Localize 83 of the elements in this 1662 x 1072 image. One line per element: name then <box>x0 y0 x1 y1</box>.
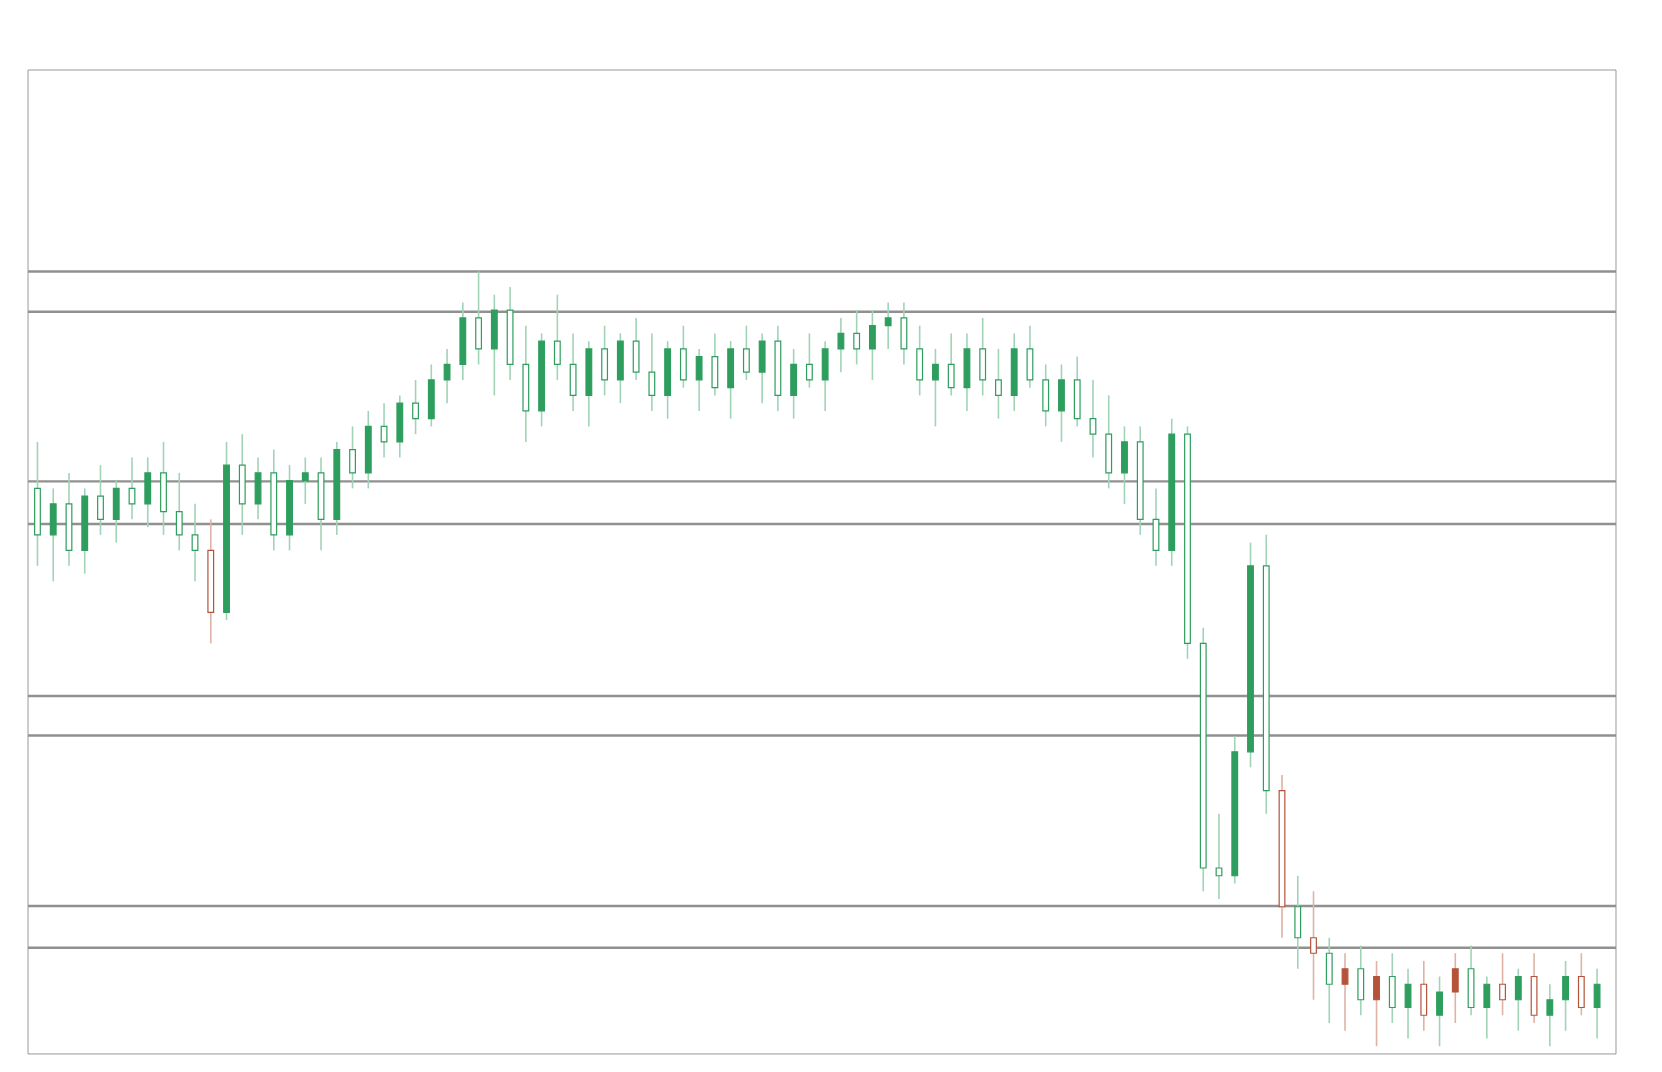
candlestick <box>1467 944 1475 1017</box>
candlestick <box>916 324 924 397</box>
candlestick <box>1404 967 1412 1040</box>
candlestick <box>459 301 467 381</box>
candlestick <box>963 332 971 412</box>
candlestick <box>695 348 703 412</box>
candlestick <box>1357 944 1365 1017</box>
candlestick <box>679 324 687 389</box>
candlestick <box>1294 874 1302 970</box>
candlestick <box>1325 936 1333 1024</box>
candlestick <box>947 332 955 397</box>
candlestick <box>349 425 356 490</box>
candlestick <box>868 309 876 381</box>
candlestick <box>112 479 120 544</box>
candlestick <box>522 324 530 443</box>
candlestick <box>837 317 845 373</box>
candlestick <box>1010 332 1018 412</box>
candlestick <box>1530 952 1538 1024</box>
candlestick <box>553 293 561 381</box>
candlestick <box>1388 952 1396 1024</box>
candlestick <box>317 456 325 552</box>
candlestick <box>128 456 136 521</box>
candlestick <box>1499 952 1506 1017</box>
candlestick <box>758 332 766 404</box>
candlestick <box>995 348 1002 420</box>
candlestick <box>585 340 593 428</box>
candlestick <box>1121 425 1128 505</box>
candlestick <box>475 270 483 366</box>
candlestick <box>301 456 309 505</box>
candlestick <box>1373 960 1380 1048</box>
candlestick <box>1420 960 1428 1032</box>
candlestick <box>396 394 404 459</box>
candlestick <box>931 348 939 428</box>
candlestick <box>790 348 798 420</box>
candlestick <box>1042 363 1050 428</box>
candlestick <box>601 324 609 397</box>
candlestick <box>1514 967 1522 1032</box>
candlestick <box>1483 975 1491 1040</box>
candlestick <box>49 487 57 583</box>
candlestick <box>1546 983 1554 1048</box>
candlestick <box>144 456 152 528</box>
candlestick <box>727 340 735 420</box>
candlestick <box>616 332 624 404</box>
candlestick <box>711 332 719 397</box>
candlestick <box>34 441 41 567</box>
candlestick <box>1310 890 1317 1001</box>
candlestick <box>664 340 672 420</box>
candlestick <box>1562 960 1570 1032</box>
candlestick <box>1152 487 1160 567</box>
candlestick <box>569 332 577 412</box>
candlestick <box>1436 975 1443 1048</box>
candlestick <box>65 472 73 567</box>
candlestick <box>238 433 246 536</box>
candlestick <box>1593 967 1601 1040</box>
candlestick <box>175 472 183 552</box>
candlestick <box>900 301 908 366</box>
candlestick <box>979 317 987 397</box>
candlestick <box>97 464 104 536</box>
candlestick <box>1451 952 1459 1024</box>
candlestick <box>412 379 419 435</box>
candlestick <box>648 332 656 412</box>
candlestick <box>1026 324 1034 389</box>
candlestick <box>1089 379 1097 459</box>
candlestick <box>632 317 640 381</box>
candlestick <box>884 301 892 350</box>
candlestick <box>254 456 262 521</box>
candlestick <box>427 363 435 428</box>
candlestick <box>1215 812 1223 900</box>
candlestick <box>443 348 451 404</box>
candlestick <box>821 340 829 412</box>
candlestick <box>490 293 498 397</box>
candlestick <box>160 441 167 536</box>
candlestick <box>853 309 861 366</box>
candlestick <box>1073 355 1081 428</box>
candlestick <box>364 410 372 490</box>
candlestick <box>1105 394 1113 490</box>
candlestick <box>742 324 750 381</box>
candlestick <box>1058 363 1065 443</box>
candlestick <box>805 332 813 389</box>
candlestick <box>1577 952 1585 1017</box>
candlestick <box>1341 952 1349 1032</box>
candlestick <box>191 503 199 583</box>
candlestick <box>380 402 388 459</box>
